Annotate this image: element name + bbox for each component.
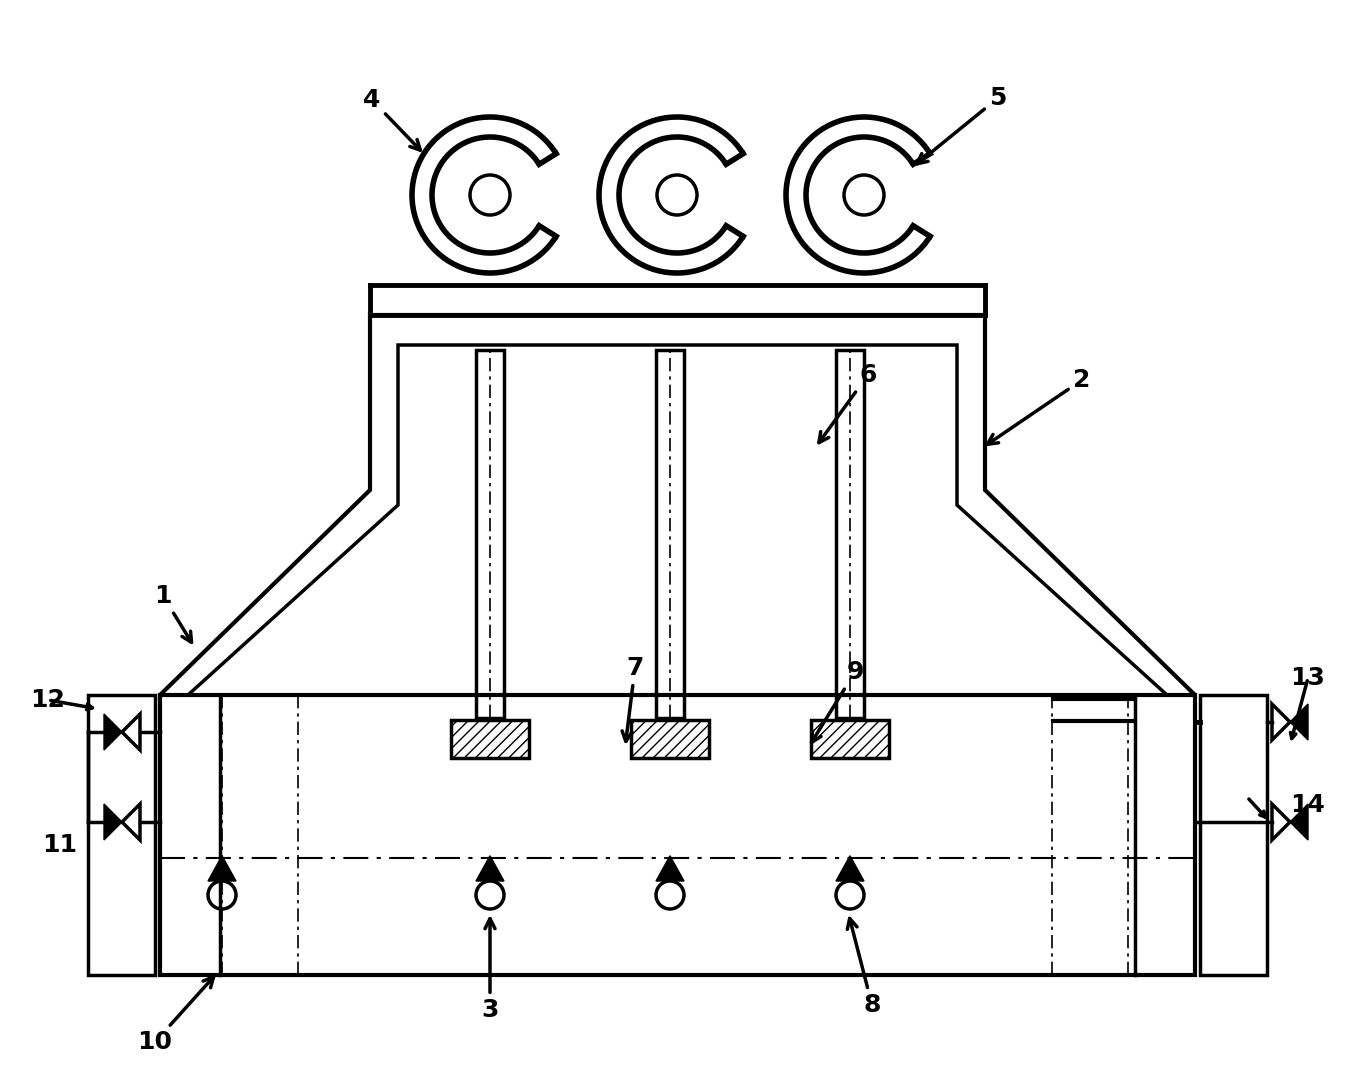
Bar xyxy=(631,720,709,758)
Text: 8: 8 xyxy=(847,919,881,1017)
Text: 7: 7 xyxy=(622,656,644,742)
Bar xyxy=(476,350,504,718)
Polygon shape xyxy=(209,856,236,881)
Text: 9: 9 xyxy=(812,660,863,743)
Text: 5: 5 xyxy=(917,86,1007,164)
Polygon shape xyxy=(104,805,122,840)
Text: 6: 6 xyxy=(818,363,877,443)
Bar xyxy=(451,720,528,758)
Polygon shape xyxy=(1290,805,1308,840)
Text: 13: 13 xyxy=(1290,666,1325,690)
Text: 1: 1 xyxy=(154,584,191,642)
Bar xyxy=(88,695,154,975)
Polygon shape xyxy=(836,856,864,881)
Bar xyxy=(836,350,864,718)
Polygon shape xyxy=(476,856,504,881)
Polygon shape xyxy=(1290,704,1308,740)
Bar xyxy=(656,350,684,718)
Text: 10: 10 xyxy=(137,977,214,1054)
Polygon shape xyxy=(656,856,684,881)
Text: 2: 2 xyxy=(988,368,1091,444)
Text: 11: 11 xyxy=(42,833,77,857)
Bar xyxy=(1201,695,1267,975)
Text: 3: 3 xyxy=(481,919,499,1022)
Text: 12: 12 xyxy=(31,688,65,712)
Bar xyxy=(812,720,889,758)
Text: 4: 4 xyxy=(363,87,420,150)
Text: 14: 14 xyxy=(1290,793,1325,817)
Polygon shape xyxy=(104,714,122,750)
